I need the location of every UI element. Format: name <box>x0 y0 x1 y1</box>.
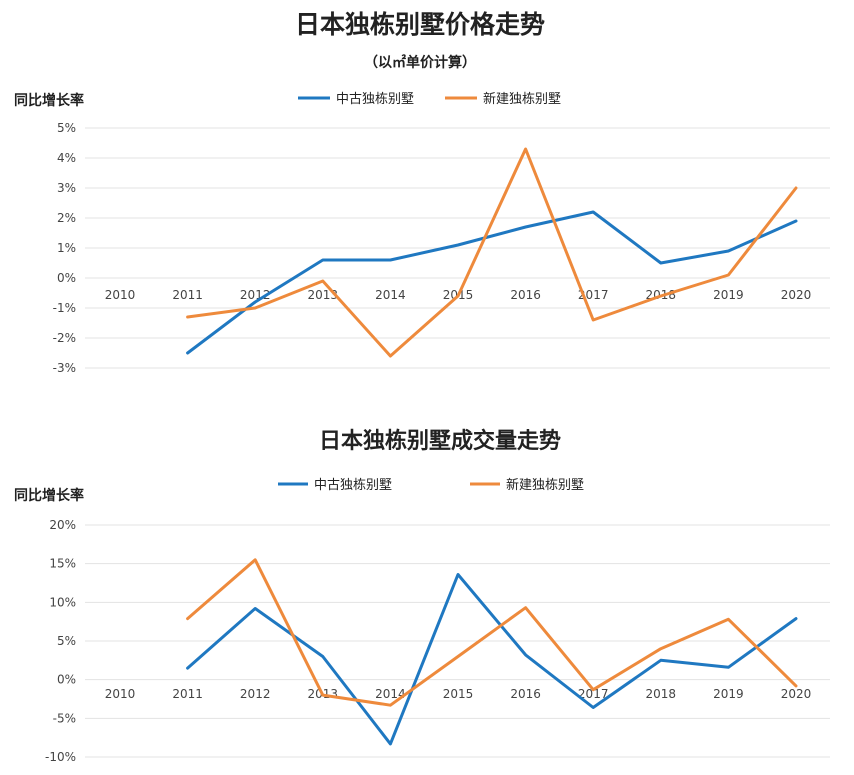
series-line-old-house <box>186 210 798 355</box>
y-tick-label: 4% <box>57 151 76 165</box>
x-tick-label: 2012 <box>240 687 271 701</box>
y-tick-label: 3% <box>57 181 76 195</box>
x-tick-label: 2010 <box>105 687 136 701</box>
series-line-new-house <box>186 558 798 707</box>
y-tick-label: -3% <box>53 361 76 375</box>
y-tick-label: -1% <box>53 301 76 315</box>
y-tick-label: 0% <box>57 673 76 687</box>
x-tick-label: 2016 <box>510 288 541 302</box>
x-tick-label: 2011 <box>172 288 203 302</box>
y-tick-label: 2% <box>57 211 76 225</box>
y-tick-label: -5% <box>53 711 76 725</box>
chart1-legend-label-new: 新建独栋别墅 <box>483 91 561 107</box>
chart2-legend-label-old: 中古独栋别墅 <box>314 477 392 493</box>
x-tick-label: 2011 <box>172 687 203 701</box>
x-tick-label: 2020 <box>781 288 812 302</box>
x-tick-label: 2014 <box>375 288 406 302</box>
y-tick-label: -10% <box>45 750 76 764</box>
x-tick-label: 2016 <box>510 687 541 701</box>
x-tick-label: 2015 <box>443 687 474 701</box>
y-tick-label: -2% <box>53 331 76 345</box>
chart2-ylabel: 同比增长率 <box>14 487 84 504</box>
y-tick-label: 5% <box>57 634 76 648</box>
chart1-legend-label-old: 中古独栋别墅 <box>336 91 414 107</box>
x-tick-label: 2017 <box>578 687 609 701</box>
chart1-subtitle: （以㎡单价计算） <box>364 54 476 71</box>
chart1-ylabel: 同比增长率 <box>14 92 84 109</box>
y-tick-label: 15% <box>49 557 76 571</box>
chart2-legend-label-new: 新建独栋别墅 <box>506 477 584 493</box>
x-tick-label: 2019 <box>713 288 744 302</box>
x-tick-label: 2020 <box>781 687 812 701</box>
x-tick-label: 2018 <box>646 687 677 701</box>
x-tick-label: 2010 <box>105 288 136 302</box>
x-tick-label: 2014 <box>375 687 406 701</box>
series-line-new-house <box>186 147 798 358</box>
chart2-plot-area: 20%15%10%5%0%-5%-10%2010 2011 2012 2013 2014… <box>45 518 830 764</box>
y-tick-label: 10% <box>49 595 76 609</box>
x-tick-label: 2019 <box>713 687 744 701</box>
y-tick-label: 5% <box>57 121 76 135</box>
y-tick-label: 1% <box>57 241 76 255</box>
chart1-title: 日本独栋别墅价格走势 <box>295 10 545 39</box>
chart1-plot-area: 5%4%3%2%1%0%-1%-2%-3%2010 2011 2012 2013 201… <box>53 121 830 375</box>
chart2-title: 日本独栋别墅成交量走势 <box>319 428 561 454</box>
series-line-old-house <box>186 573 798 746</box>
y-tick-label: 0% <box>57 271 76 285</box>
y-tick-label: 20% <box>49 518 76 532</box>
